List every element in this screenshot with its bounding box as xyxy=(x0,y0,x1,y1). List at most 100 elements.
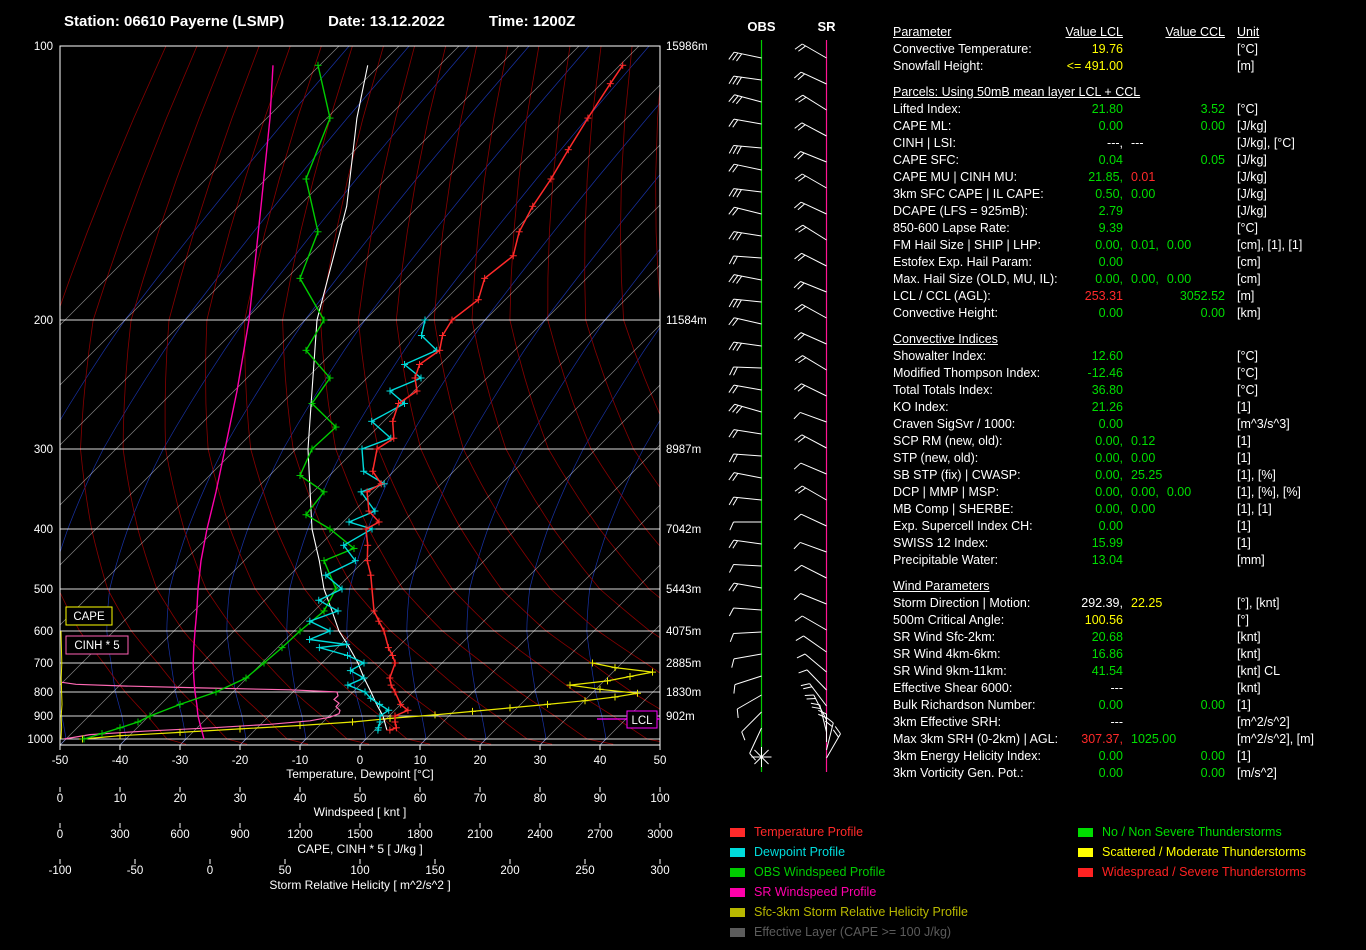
param-value: 0.00, xyxy=(1053,501,1123,518)
param-value: 21.85, xyxy=(1053,169,1123,186)
param-unit: [cm] xyxy=(1237,271,1261,288)
param-value: 0.00 xyxy=(1131,450,1155,467)
moist-adiabat xyxy=(467,46,829,744)
param-value: --- xyxy=(1131,135,1144,152)
param-label: Max. Hail Size (OLD, MU, IL): xyxy=(893,271,1058,288)
param-label: LCL / CCL (AGL): xyxy=(893,288,991,305)
wind-barb xyxy=(801,202,826,214)
wind-barb xyxy=(803,225,827,240)
temp-tick-label: 20 xyxy=(474,755,487,767)
param-value: 0.00 xyxy=(1053,697,1123,714)
table-row: SB STP (fix) | CWASP:0.00,25.25[1], [%] xyxy=(893,467,1361,484)
table-row: Effective Shear 6000:---[knt] xyxy=(893,680,1361,697)
param-value: 0.00 xyxy=(1053,518,1123,535)
wind-barb xyxy=(802,356,826,370)
param-unit: [°], [knt] xyxy=(1237,595,1280,612)
temp-tick-label: -50 xyxy=(52,755,69,767)
wind-axis-title: Windspeed [ knt ] xyxy=(314,805,407,819)
param-unit: [°C] xyxy=(1237,382,1258,399)
param-label: Modified Thompson Index: xyxy=(893,365,1040,382)
cape-tick-label: 600 xyxy=(170,829,189,841)
param-value: 292.39, xyxy=(1053,595,1123,612)
param-unit: [1] xyxy=(1237,399,1251,416)
param-unit: [1], [1] xyxy=(1237,501,1272,518)
srh-tick-label: 200 xyxy=(500,865,519,877)
legend-label: Widespread / Severe Thunderstorms xyxy=(1102,865,1306,879)
table-row: Exp. Supercell Index CH:0.00[1] xyxy=(893,518,1361,535)
param-label: DCAPE (LFS = 925mB): xyxy=(893,203,1028,220)
param-label: Effective Shear 6000: xyxy=(893,680,1012,697)
param-label: 3km Energy Helicity Index: xyxy=(893,748,1041,765)
height-label: 5443m xyxy=(666,584,701,596)
table-row: 500m Critical Angle:100.56[°] xyxy=(893,612,1361,629)
srh-tick-label: 50 xyxy=(279,865,292,877)
legend-color-chip xyxy=(1078,828,1093,837)
obs-column-label: OBS xyxy=(747,19,776,34)
wind-barb xyxy=(802,44,826,58)
wind-barb xyxy=(802,435,827,448)
wind-barb xyxy=(801,463,827,474)
wind-barb xyxy=(801,152,827,162)
param-label: Craven SigSvr / 1000: xyxy=(893,416,1015,433)
height-label: 2885m xyxy=(666,658,701,670)
param-value: 0.00, xyxy=(1053,271,1123,288)
param-value: 0.00, xyxy=(1053,467,1123,484)
param-label: CAPE SFC: xyxy=(893,152,959,169)
legend-item: Temperature Profile xyxy=(730,822,968,842)
wind-tick-label: 10 xyxy=(114,793,127,805)
table-section-title: Convective Indices xyxy=(893,331,1361,348)
param-unit: [J/kg] xyxy=(1237,203,1267,220)
param-unit: [1] xyxy=(1237,535,1251,552)
temp-tick-label: 40 xyxy=(594,755,607,767)
wind-barb xyxy=(801,333,827,344)
param-value: 0.00 xyxy=(1167,271,1191,288)
legend-label: Scattered / Moderate Thunderstorms xyxy=(1102,845,1306,859)
param-value: 0.12 xyxy=(1131,433,1155,450)
wind-tick-label: 70 xyxy=(474,793,487,805)
param-unit: [cm], [1], [1] xyxy=(1237,237,1302,254)
srh-tick-label: 300 xyxy=(650,865,669,877)
param-unit: [m^2/s^2] xyxy=(1237,714,1290,731)
temp-tick-label: 10 xyxy=(414,755,427,767)
cape-tick-label: 0 xyxy=(57,829,63,841)
table-row: KO Index:21.26[1] xyxy=(893,399,1361,416)
param-unit: [°] xyxy=(1237,612,1249,629)
param-unit: [m/s^2] xyxy=(1237,765,1277,782)
height-label: 11584m xyxy=(666,315,707,327)
wind-barb xyxy=(734,299,762,302)
param-unit: [°C] xyxy=(1237,348,1258,365)
table-row: 3km Energy Helicity Index:0.000.00[1] xyxy=(893,748,1361,765)
param-unit: [J/kg] xyxy=(1237,118,1267,135)
table-row: 3km SFC CAPE | IL CAPE:0.50,0.00[J/kg] xyxy=(893,186,1361,203)
sr-column-label: SR xyxy=(817,19,836,34)
wind-barb xyxy=(800,542,826,552)
pressure-label: 100 xyxy=(34,41,53,53)
param-unit: [J/kg] xyxy=(1237,152,1267,169)
param-unit: [1], [%] xyxy=(1237,467,1276,484)
param-value: 253.31 xyxy=(1053,288,1123,305)
header-parameter: Parameter xyxy=(893,24,951,41)
param-value: 36.80 xyxy=(1053,382,1123,399)
param-label: SWISS 12 Index: xyxy=(893,535,988,552)
param-value: 0.01 xyxy=(1131,169,1155,186)
wind-barb xyxy=(803,95,827,110)
wind-tick-label: 60 xyxy=(414,793,427,805)
pressure-label: 900 xyxy=(34,711,53,723)
wind-barb xyxy=(802,565,827,578)
srh-tick-label: 0 xyxy=(207,865,213,877)
dry-adiabat xyxy=(510,46,918,744)
legend-label: Sfc-3km Storm Relative Helicity Profile xyxy=(754,905,968,919)
cape-tick-label: 2700 xyxy=(587,829,613,841)
wind-barb xyxy=(734,583,762,588)
table-header: ParameterValue LCLValue CCLUnit xyxy=(893,24,1361,41)
param-label: Bulk Richardson Number: xyxy=(893,697,1035,714)
param-unit: [1], [%], [%] xyxy=(1237,484,1301,501)
table-row: LCL / CCL (AGL):253.313052.52[m] xyxy=(893,288,1361,305)
param-unit: [knt] xyxy=(1237,646,1261,663)
table-row: CAPE SFC:0.040.05[J/kg] xyxy=(893,152,1361,169)
table-row: Storm Direction | Motion:292.39,22.25[°]… xyxy=(893,595,1361,612)
param-unit: [1] xyxy=(1237,433,1251,450)
wind-tick-label: 80 xyxy=(534,793,547,805)
wind-barb xyxy=(734,119,762,124)
wind-barb xyxy=(800,412,826,422)
